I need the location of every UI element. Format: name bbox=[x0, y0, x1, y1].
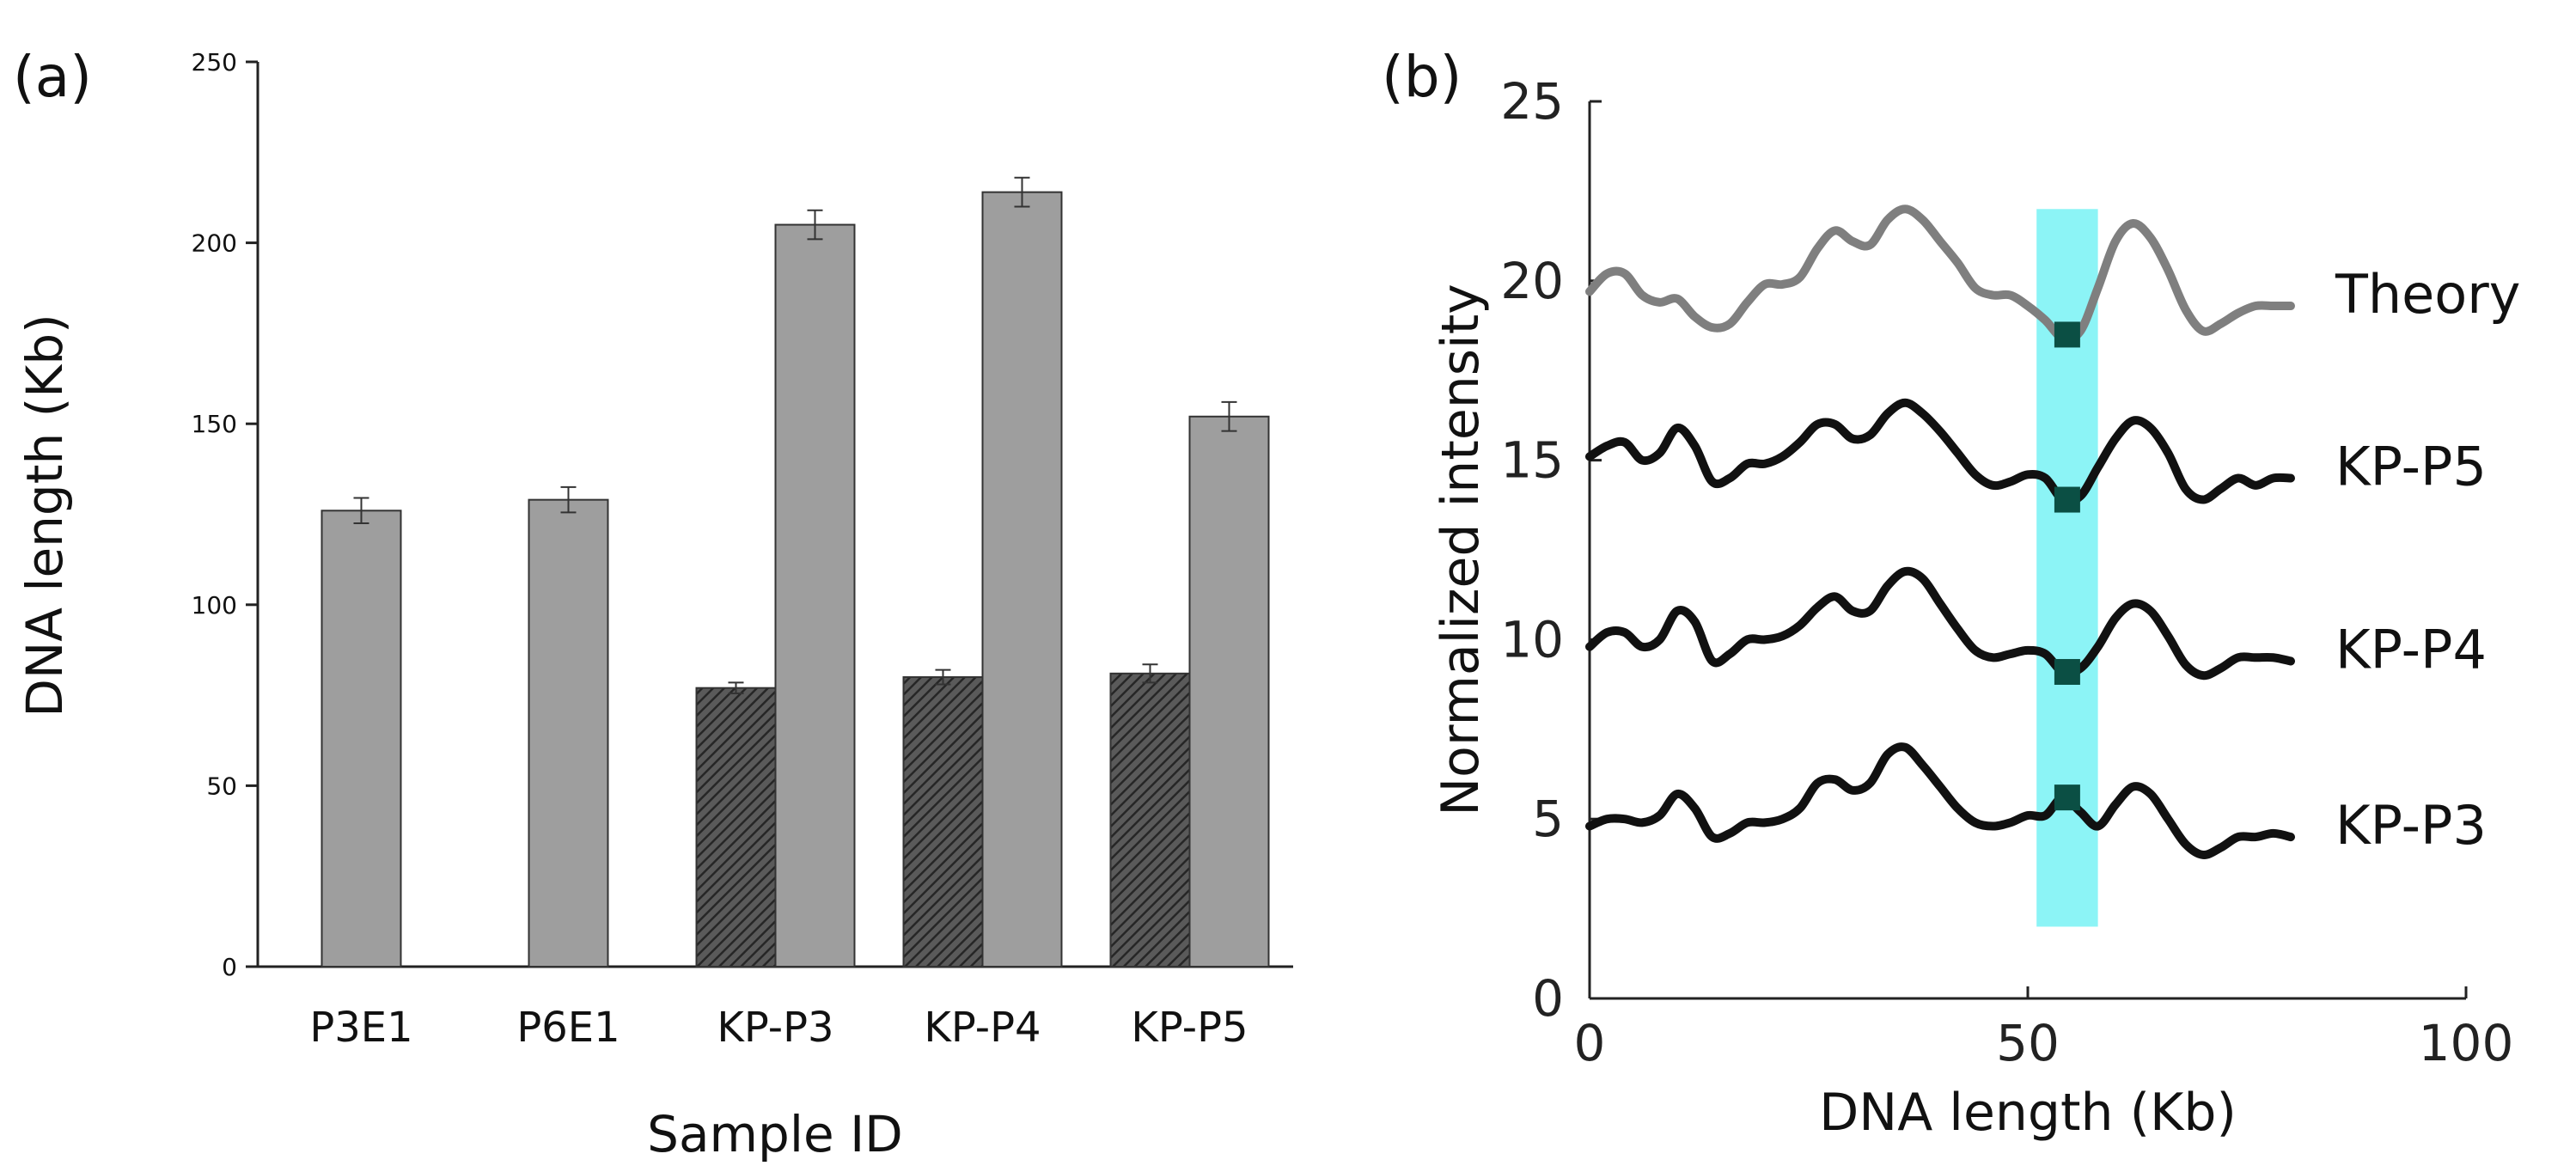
marker-kp-p3 bbox=[2054, 784, 2080, 811]
bar-solid-kp-p4 bbox=[981, 191, 1063, 968]
error-bar-hatched-kp-p5 bbox=[1142, 663, 1158, 684]
bar-solid-kp-p3 bbox=[774, 223, 856, 968]
panel-a-y-label: DNA length (Kb) bbox=[15, 314, 74, 717]
b-y-tick-label: 15 bbox=[1500, 431, 1564, 490]
a-category-label: KP-P5 bbox=[1131, 1004, 1248, 1052]
a-y-tick-label: 0 bbox=[222, 953, 237, 981]
panel-a-x-label: Sample ID bbox=[647, 1105, 903, 1163]
bar-solid-p6e1 bbox=[528, 498, 609, 968]
error-bar-solid-kp-p4 bbox=[1014, 176, 1030, 208]
error-bar-hatched-kp-p3 bbox=[728, 681, 744, 694]
b-y-tick-label: 5 bbox=[1532, 790, 1564, 848]
a-y-tick-label: 200 bbox=[192, 229, 237, 258]
b-x-tick-label: 100 bbox=[2419, 1014, 2514, 1072]
a-category-label: KP-P4 bbox=[924, 1004, 1041, 1052]
a-y-tick-label: 150 bbox=[192, 410, 237, 438]
series-label-theory: Theory bbox=[2335, 263, 2520, 326]
line-theory bbox=[1585, 204, 2295, 344]
line-kp-p3 bbox=[1585, 742, 2295, 859]
line-kp-p4 bbox=[1585, 566, 2295, 681]
panel-b-x-ticks: 0 50 100 bbox=[1574, 986, 2514, 1072]
panel-b-x-label: DNA length (Kb) bbox=[1819, 1083, 2237, 1143]
b-y-tick-label: 0 bbox=[1532, 969, 1564, 1028]
b-x-tick-label: 50 bbox=[1996, 1014, 2060, 1072]
a-category-label: KP-P3 bbox=[717, 1004, 833, 1052]
a-category-label: P3E1 bbox=[309, 1004, 412, 1052]
b-y-tick-label: 20 bbox=[1500, 252, 1564, 310]
bar-solid-kp-p5 bbox=[1188, 415, 1270, 968]
b-y-tick-label: 10 bbox=[1500, 610, 1564, 668]
panel-a-categories: P3E1 P6E1 KP-P3 KP-P4 KP-P5 bbox=[309, 1004, 1248, 1052]
b-x-tick-label: 0 bbox=[1574, 1014, 1606, 1072]
bar-hatched-kp-p4 bbox=[902, 676, 984, 968]
panel-a: (a) 0 50 100 150 200 250 P3E1 P6E1 KP-P3 KP-P4 KP… bbox=[13, 44, 1293, 1163]
series-label-kp-p4: KP-P4 bbox=[2335, 618, 2487, 681]
panel-b-axes bbox=[1588, 101, 2466, 1000]
panel-b-y-ticks: 0 5 10 15 20 25 bbox=[1500, 72, 1602, 1028]
a-y-tick-label: 100 bbox=[192, 591, 237, 620]
panel-a-label: (a) bbox=[13, 44, 92, 110]
panel-b-lines bbox=[1585, 204, 2295, 859]
error-bar-solid-p3e1 bbox=[353, 497, 369, 525]
error-bar-hatched-kp-p4 bbox=[935, 668, 951, 686]
a-y-tick-label: 50 bbox=[206, 772, 237, 800]
series-label-kp-p5: KP-P5 bbox=[2335, 435, 2487, 497]
bar-hatched-kp-p3 bbox=[695, 687, 777, 968]
panel-b-y-label: Normalized intensity bbox=[1431, 284, 1491, 815]
error-bar-solid-p6e1 bbox=[560, 485, 577, 514]
series-label-kp-p3: KP-P3 bbox=[2335, 794, 2487, 857]
panel-a-bars bbox=[320, 176, 1270, 968]
panel-b: (b) 0 5 10 15 20 25 0 50 100 Theory KP-P5 KP-P4 KP… bbox=[1382, 44, 2520, 1143]
panel-b-label: (b) bbox=[1382, 44, 1462, 110]
error-bar-solid-kp-p3 bbox=[807, 209, 823, 241]
a-y-tick-label: 250 bbox=[192, 48, 237, 76]
b-y-tick-label: 25 bbox=[1500, 72, 1564, 131]
marker-kp-p5 bbox=[2054, 486, 2080, 513]
marker-theory bbox=[2054, 321, 2080, 348]
panel-b-series-labels: Theory KP-P5 KP-P4 KP-P3 bbox=[2335, 263, 2520, 857]
a-category-label: P6E1 bbox=[516, 1004, 620, 1052]
marker-kp-p4 bbox=[2054, 658, 2080, 685]
bar-hatched-kp-p5 bbox=[1109, 672, 1191, 968]
line-kp-p5 bbox=[1585, 398, 2295, 506]
error-bar-solid-kp-p5 bbox=[1221, 400, 1237, 432]
bar-solid-p3e1 bbox=[320, 510, 402, 968]
panel-a-y-ticks: 0 50 100 150 200 250 bbox=[192, 48, 258, 981]
